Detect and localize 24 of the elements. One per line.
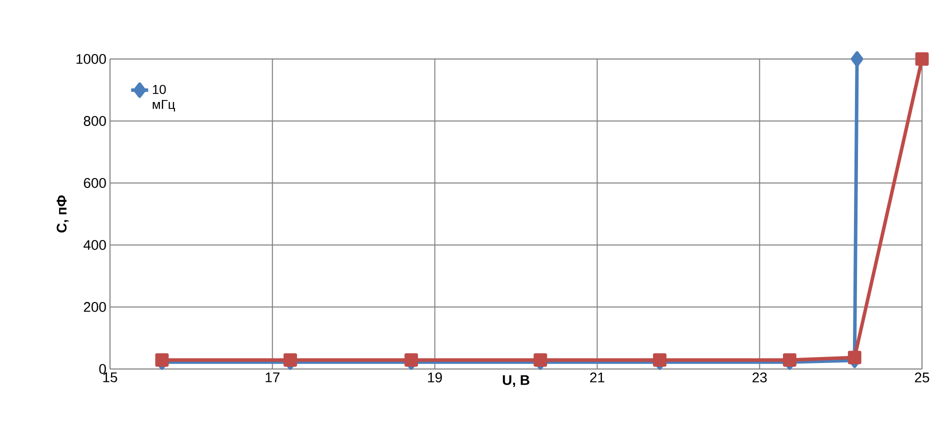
point (534, 353, 548, 367)
point (653, 353, 666, 367)
y-tick-label: 400 (84, 240, 106, 250)
x-axis-title: U, В (502, 375, 530, 387)
y-tick-label: 1000 (76, 54, 106, 64)
point (782, 353, 796, 367)
y-axis-title: С, пФ (56, 195, 69, 232)
y-tick-label: 200 (84, 302, 106, 312)
x-tick-label: 23 (752, 372, 767, 382)
x-tick-label: 15 (103, 372, 118, 382)
legend-label: 10 мГц (152, 84, 175, 112)
x-tick-label: 19 (428, 372, 442, 382)
point (404, 353, 418, 367)
x-tick-label: 17 (266, 372, 280, 382)
point (915, 52, 929, 66)
x-tick-label: 25 (914, 372, 930, 382)
point (284, 353, 297, 367)
y-tick-label: 800 (84, 116, 106, 126)
y-tick-label: 0 (99, 364, 106, 374)
point (850, 51, 864, 67)
point (155, 353, 169, 367)
point (848, 350, 862, 364)
x-tick-label: 21 (590, 372, 604, 382)
y-tick-label: 600 (84, 178, 106, 188)
